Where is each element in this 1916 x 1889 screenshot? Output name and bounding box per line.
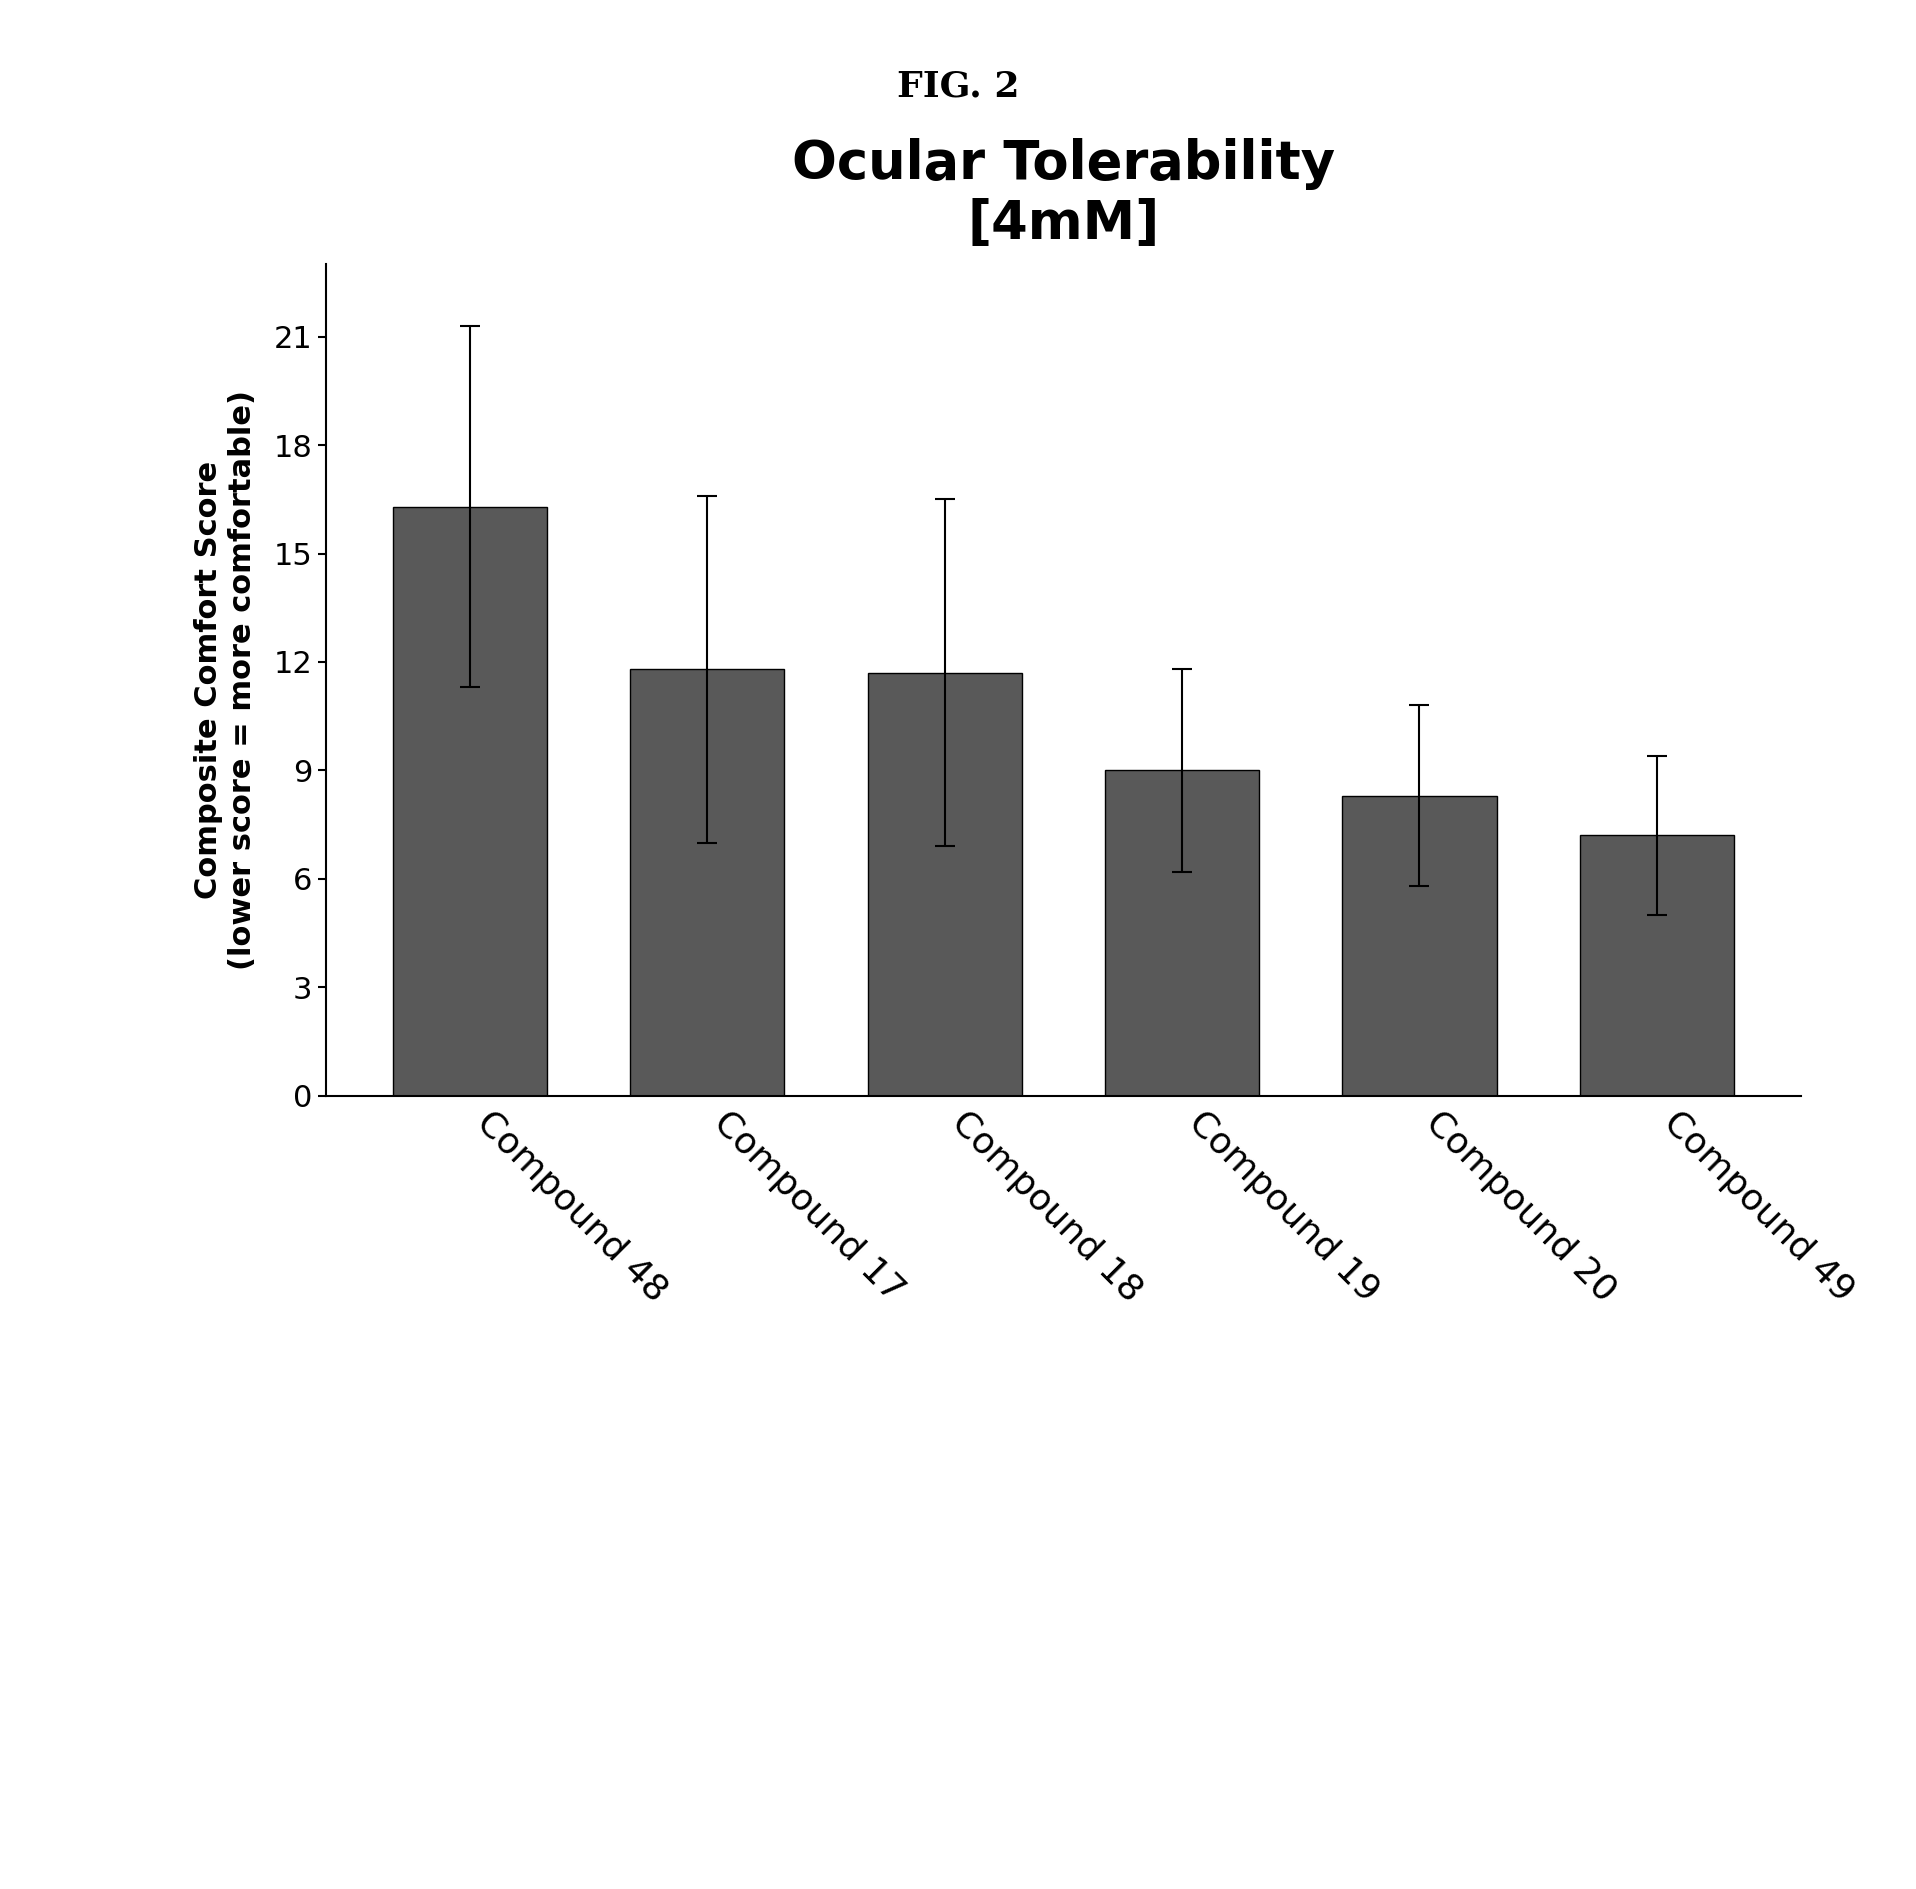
Title: Ocular Tolerability
[4mM]: Ocular Tolerability [4mM]	[791, 138, 1335, 251]
Bar	[1343, 795, 1496, 1096]
Bar	[868, 672, 1021, 1096]
Bar	[393, 506, 548, 1096]
Text: FIG. 2: FIG. 2	[897, 70, 1019, 104]
Bar	[1579, 835, 1734, 1096]
Bar	[630, 669, 784, 1096]
Y-axis label: Composite Comfort Score
(lower score = more comfortable): Composite Comfort Score (lower score = m…	[194, 389, 257, 971]
Bar	[1106, 771, 1259, 1096]
